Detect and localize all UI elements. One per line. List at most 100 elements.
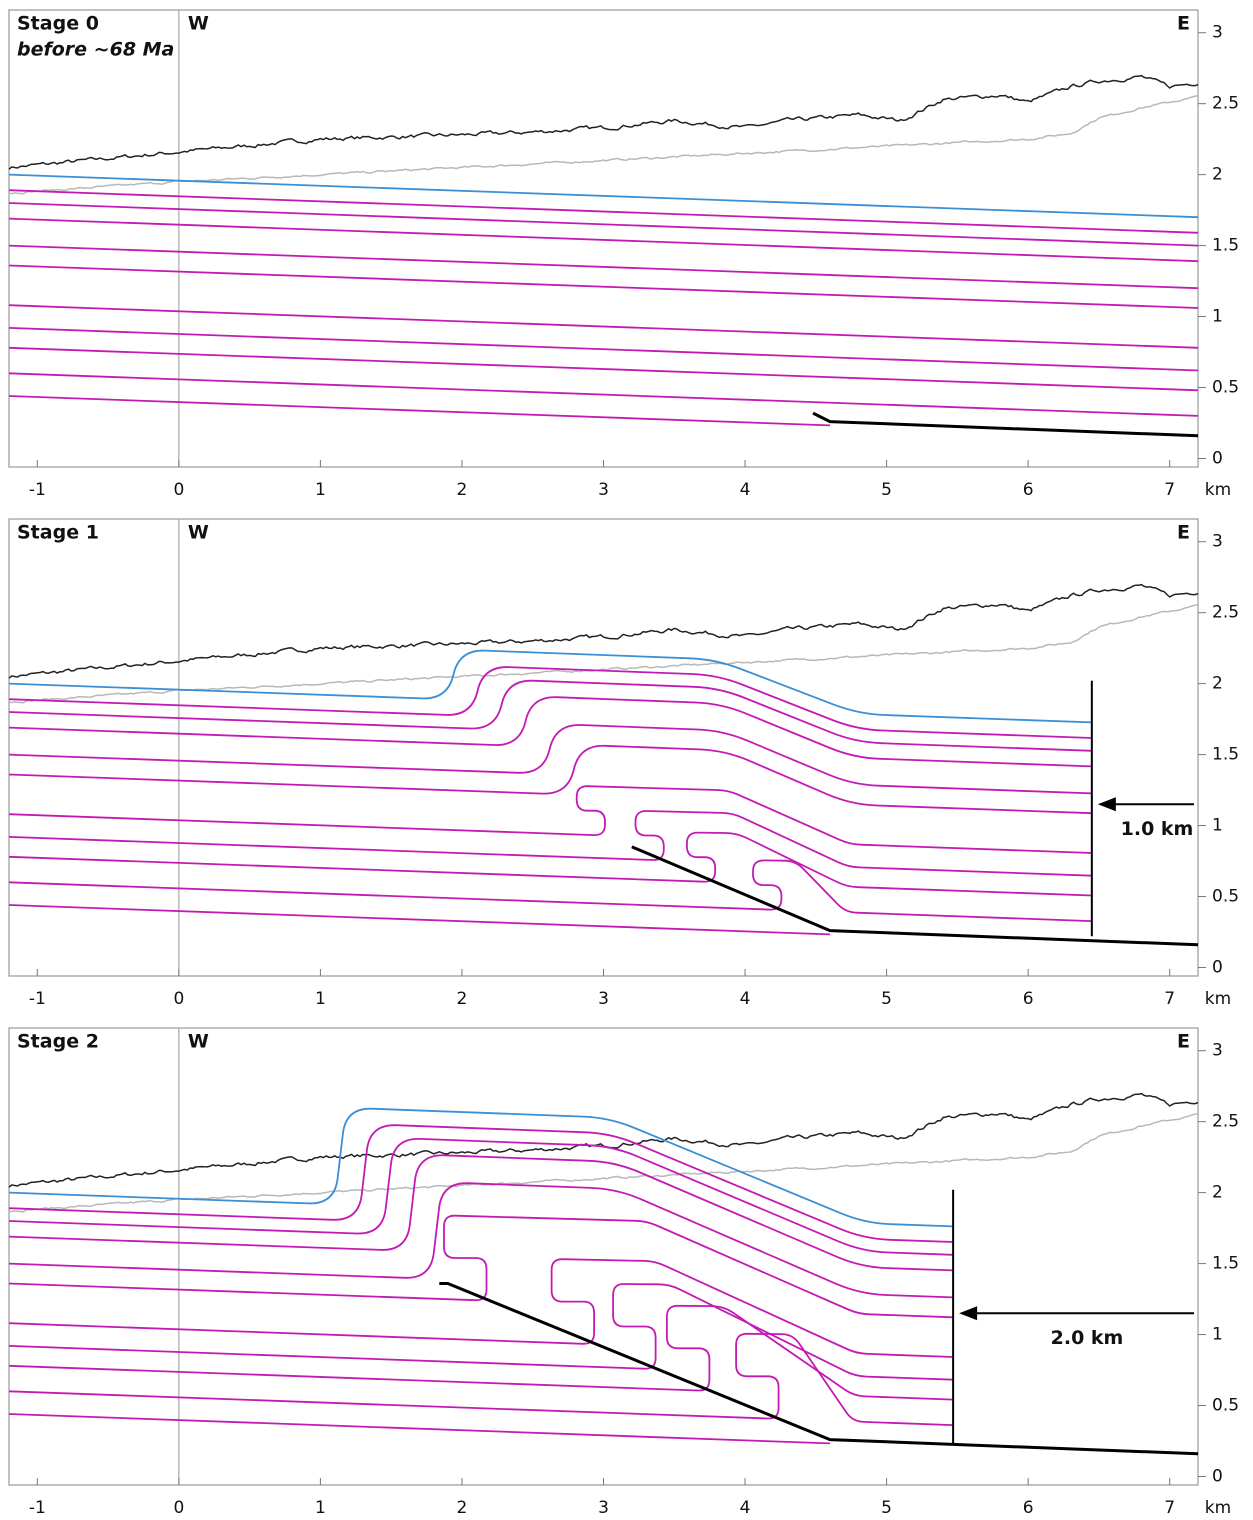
horizon (8, 679, 1092, 752)
x-tick-label: -1 (29, 480, 46, 500)
panel: -1 0 1 2 3 4 5 6 7 km 0 0.5 1 1.5 2 2.5 3 Stage 0 before ~… (8, 9, 1239, 500)
x-tick-label: 3 (598, 1498, 609, 1518)
horizon (8, 666, 1092, 739)
y-tick-label: 2.5 (1212, 94, 1239, 114)
y-tick-label: 1 (1212, 307, 1223, 327)
y-tick-label: 1.5 (1212, 236, 1239, 256)
x-tick-label: 2 (457, 989, 468, 1009)
panel: -1 0 1 2 3 4 5 6 7 km 0 0.5 1 1.5 2 2.5 3 1.0 km Stage 1 W E (8, 518, 1239, 1009)
y-tick-label: 1 (1212, 816, 1223, 836)
horizon (8, 1258, 954, 1358)
east-label: E (1177, 13, 1190, 35)
gray-profile (8, 95, 1199, 195)
east-label: E (1177, 522, 1190, 544)
y-tick-label: 2 (1212, 165, 1223, 185)
x-tick-label: 1 (315, 1498, 326, 1518)
y-tick-label: 0 (1212, 448, 1223, 468)
x-tick-label: 1 (315, 480, 326, 500)
gray-profile (8, 604, 1199, 704)
horizon (8, 372, 1199, 417)
y-tick-label: 1 (1212, 1325, 1223, 1345)
panel-frame (8, 1027, 1199, 1486)
y-tick-label: 0.5 (1212, 378, 1239, 398)
y-tick-label: 2.5 (1212, 1112, 1239, 1132)
horizon (8, 724, 1092, 795)
shortening-label: 2.0 km (1051, 1327, 1124, 1349)
horizon (8, 1283, 954, 1381)
horizon (8, 1182, 954, 1299)
x-tick-label: 2 (457, 480, 468, 500)
horizon (8, 264, 1199, 309)
x-tick-label: 5 (881, 1498, 892, 1518)
y-tick-label: 0.5 (1212, 1396, 1239, 1416)
x-tick-label: -1 (29, 989, 46, 1009)
horizon (8, 1107, 954, 1228)
horizon (8, 346, 1199, 392)
stage-subtitle: before ~68 Ma (17, 39, 174, 61)
x-tick-label: 6 (1023, 989, 1034, 1009)
y-tick-label: 1.5 (1212, 1254, 1239, 1274)
x-tick-label: -1 (29, 1498, 46, 1518)
stage-title: Stage 2 (17, 1031, 99, 1053)
arrow-head (959, 1306, 978, 1321)
topography (8, 1092, 1199, 1188)
west-label: W (188, 13, 209, 35)
horizon (8, 173, 1199, 219)
x-tick-label: 3 (598, 989, 609, 1009)
horizon (8, 810, 1092, 877)
x-tick-label: 7 (1164, 480, 1175, 500)
horizon (8, 1332, 954, 1426)
horizon (8, 244, 1199, 290)
topography (8, 583, 1199, 679)
fault (812, 411, 1199, 438)
x-tick-label: 3 (598, 480, 609, 500)
horizon (8, 904, 831, 936)
west-label: W (188, 1031, 209, 1053)
x-tick-label: 7 (1164, 1498, 1175, 1518)
horizon (8, 395, 831, 427)
shortening-label: 1.0 km (1121, 818, 1194, 840)
horizon (8, 1413, 831, 1445)
east-label: E (1177, 1031, 1190, 1053)
x-tick-label: 4 (740, 989, 751, 1009)
y-tick-label: 3 (1212, 1041, 1223, 1061)
horizon (8, 202, 1199, 247)
topography (8, 74, 1199, 170)
fault (631, 845, 1199, 947)
y-tick-label: 2 (1212, 1183, 1223, 1203)
stage-title: Stage 1 (17, 522, 99, 544)
fault (439, 1282, 1199, 1456)
stage-title: Stage 0 (17, 13, 99, 35)
y-tick-label: 2 (1212, 674, 1223, 694)
x-tick-label: 4 (740, 480, 751, 500)
horizon (8, 696, 1092, 768)
x-tick-label: 1 (315, 989, 326, 1009)
west-label: W (188, 522, 209, 544)
horizon (8, 1137, 954, 1256)
horizon (8, 189, 1199, 234)
x-unit: km (1205, 480, 1231, 500)
x-tick-label: 2 (457, 1498, 468, 1518)
horizon (8, 1124, 954, 1243)
y-tick-label: 2.5 (1212, 603, 1239, 623)
y-tick-label: 3 (1212, 532, 1223, 552)
y-tick-label: 0 (1212, 957, 1223, 977)
x-unit: km (1205, 1498, 1231, 1518)
y-tick-label: 3 (1212, 23, 1223, 43)
y-tick-label: 1.5 (1212, 745, 1239, 765)
y-tick-label: 0 (1212, 1466, 1223, 1486)
horizon (8, 217, 1199, 263)
horizon (8, 859, 1092, 922)
x-tick-label: 6 (1023, 480, 1034, 500)
horizon (8, 649, 1092, 724)
horizon (8, 785, 1092, 854)
x-tick-label: 0 (173, 1498, 184, 1518)
x-tick-label: 0 (173, 480, 184, 500)
horizon (8, 744, 1092, 815)
x-tick-label: 4 (740, 1498, 751, 1518)
x-tick-label: 5 (881, 989, 892, 1009)
horizon (8, 304, 1199, 349)
arrow-head (1097, 797, 1116, 812)
